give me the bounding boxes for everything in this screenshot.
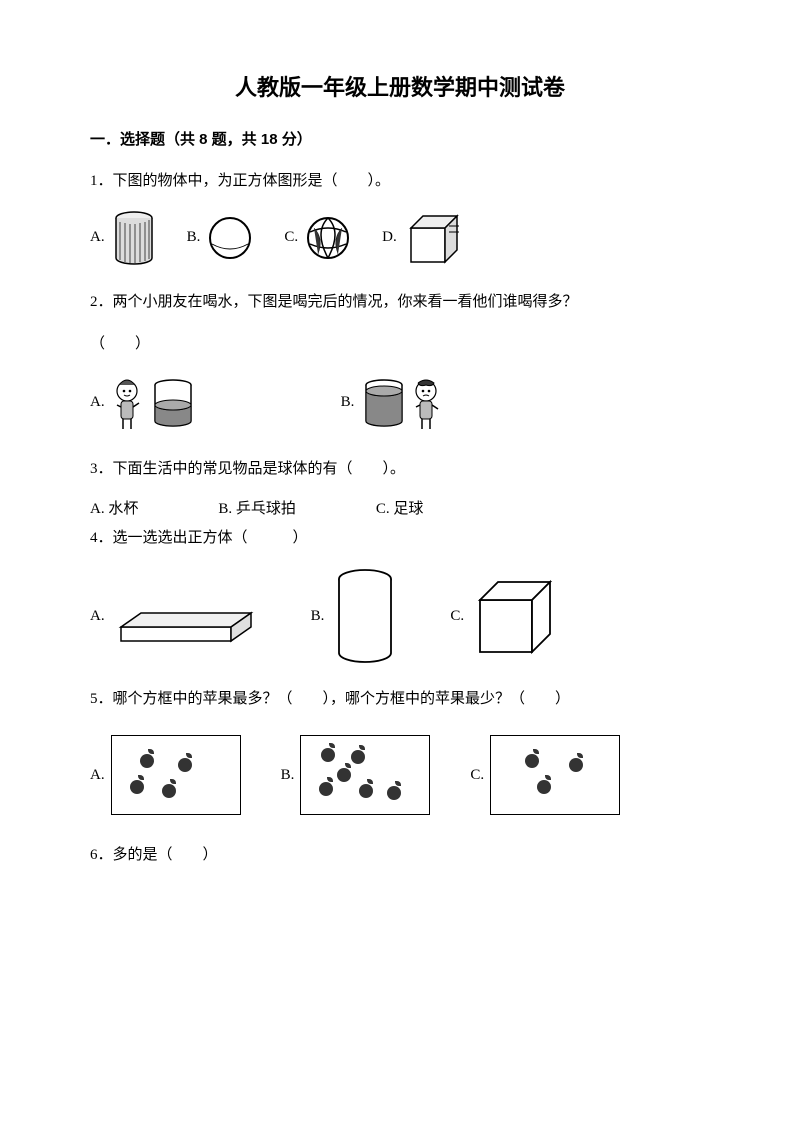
- q1-label-a: A.: [90, 229, 105, 246]
- q2-options: A. B.: [90, 373, 710, 433]
- page-title: 人教版一年级上册数学期中测试卷: [90, 70, 710, 102]
- q2-label-b: B.: [341, 394, 355, 411]
- q5-opt-a: A.: [90, 735, 241, 815]
- q4-label-b: B.: [311, 608, 325, 625]
- q3-opt-b: B. 乒乓球拍: [218, 497, 296, 518]
- q2-text: 2．两个小朋友在喝水，下图是喝完后的情况，你来看一看他们谁喝得多？: [90, 288, 710, 317]
- kid-cup-a-icon: [111, 373, 201, 433]
- q3-text: 3．下面生活中的常见物品是球体的有（ ）。: [90, 455, 710, 484]
- q3-opt-a: A. 水杯: [90, 497, 138, 518]
- q1-text: 1．下图的物体中，为正方体图形是（ ）。: [90, 167, 710, 196]
- apple-box-a: [111, 735, 241, 815]
- q5-options: A. B. C.: [90, 735, 710, 815]
- volleyball-icon: [304, 214, 352, 262]
- apple-box-b: [300, 735, 430, 815]
- q1-options: A. B. C.: [90, 210, 710, 266]
- cylinder-tall-icon: [330, 567, 400, 667]
- q1-label-b: B.: [187, 229, 201, 246]
- q4-opt-a: A.: [90, 587, 261, 647]
- q5-text: 5．哪个方框中的苹果最多？（ ），哪个方框中的苹果最少？（ ）: [90, 685, 710, 714]
- q2-opt-a: A.: [90, 373, 201, 433]
- q2-paren: （ ）: [90, 330, 710, 359]
- q4-opt-c: C.: [450, 572, 560, 662]
- q4-text: 4．选一选选出正方体（ ）: [90, 524, 710, 553]
- q1-label-d: D.: [382, 229, 397, 246]
- q1-label-c: C.: [284, 229, 298, 246]
- cylinder-icon: [111, 210, 157, 266]
- apple-box-c: [490, 735, 620, 815]
- q1-opt-d: D.: [382, 210, 463, 266]
- q1-opt-b: B.: [187, 214, 255, 262]
- q5-label-c: C.: [470, 767, 484, 784]
- q4-options: A. B. C.: [90, 567, 710, 667]
- section-header: 一．选择题（共 8 题，共 18 分）: [90, 128, 710, 149]
- q5-label-b: B.: [281, 767, 295, 784]
- q1-opt-a: A.: [90, 210, 157, 266]
- cube-outline-icon: [470, 572, 560, 662]
- q5-label-a: A.: [90, 767, 105, 784]
- q4-label-a: A.: [90, 608, 105, 625]
- kid-cup-b-icon: [360, 373, 450, 433]
- q3-options: A. 水杯 B. 乒乓球拍 C. 足球: [90, 497, 710, 518]
- q6-text: 6．多的是（ ）: [90, 841, 710, 870]
- q5-opt-c: C.: [470, 735, 620, 815]
- q3-opt-c: C. 足球: [376, 497, 424, 518]
- q4-opt-b: B.: [311, 567, 401, 667]
- q1-opt-c: C.: [284, 214, 352, 262]
- q4-label-c: C.: [450, 608, 464, 625]
- cuboid-icon: [111, 587, 261, 647]
- q2-label-a: A.: [90, 394, 105, 411]
- q2-opt-b: B.: [341, 373, 451, 433]
- q5-opt-b: B.: [281, 735, 431, 815]
- cube-icon: [403, 210, 463, 266]
- ball-icon: [206, 214, 254, 262]
